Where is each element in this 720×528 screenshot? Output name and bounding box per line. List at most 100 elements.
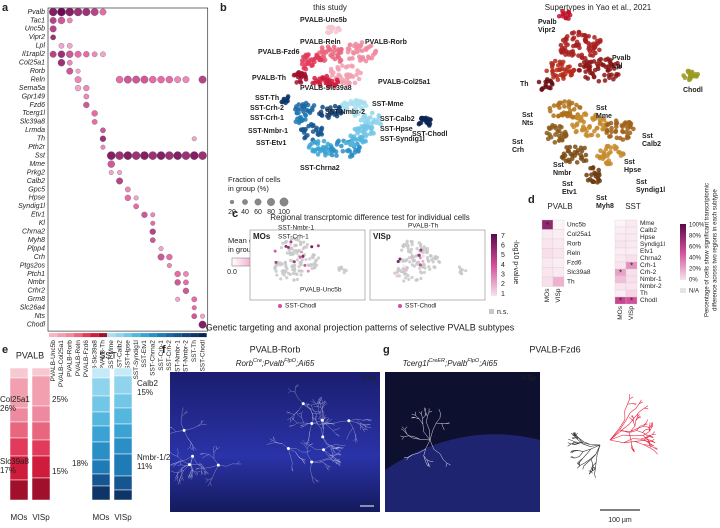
neurite [634,441,644,445]
umap-cell [424,120,430,126]
neurite [180,470,184,477]
supertype-label: Pvalb [538,19,557,26]
neurite [176,472,179,478]
column-label: PVALB-Fzd6 [83,340,90,377]
umap-cell [337,59,343,64]
umap-cell [564,145,569,150]
significance-star: * [630,297,633,306]
umap-cell [613,121,619,127]
umap-cell [366,55,372,61]
neurite [318,408,323,414]
neurite [208,454,215,459]
expression-dot [50,34,56,41]
figure-title: Genetic targeting and axonal projection … [206,322,515,332]
umap-cell [283,270,287,274]
umap-cell [624,129,629,135]
neurite [213,448,217,453]
neurite [623,438,633,444]
neurite [643,444,650,448]
umap-cell [358,118,364,123]
umap-cell [552,58,558,64]
umap-cell [347,154,353,159]
neurite [272,440,277,444]
umap-cell [299,240,303,244]
umap-cell [303,52,309,58]
genotype: RorbCre;PvalbFlpO;Ai65 [236,358,315,368]
neurite [340,420,349,422]
column-label: PVALB-Unc5b [50,340,57,382]
colorbar-tick: 20% [689,267,702,273]
neurite [629,408,637,413]
expression-dot [83,84,90,92]
neurite [321,405,324,413]
neurite [298,414,302,418]
neurite [571,455,575,459]
umap-cell [428,117,433,122]
gene-label: Crhr2 [27,288,45,295]
umap-cell [363,47,369,53]
umap-cell [306,145,312,150]
expression-dot [140,151,149,160]
neurite [197,423,202,427]
gene-label: Lrmda [25,127,45,134]
cluster-label: SST-Calb2 [380,116,415,123]
umap-cell [682,75,688,80]
genotype-part: Rorb [236,359,254,368]
umap-cell [299,243,303,247]
neurite [331,423,336,426]
neurite [321,429,323,437]
neurite [308,431,311,437]
neurite [653,447,658,449]
umap-cell [595,41,601,46]
neurite [333,458,338,462]
umap-cell [315,131,321,137]
genotype-part: ;Pvalb [262,359,285,368]
column-label: PVALB-Reln [75,340,82,376]
row-label: Unc5b [567,221,586,228]
row-label: Syndig1l [640,241,665,248]
umap-cell [598,56,604,62]
significant-cell [418,263,422,267]
umap-cell [346,147,351,153]
genotype-part: ;Ai65 [479,359,498,368]
neurite [425,460,428,466]
umap-cell [587,176,593,182]
region-label: MOs [253,232,271,241]
umap-cell [574,160,580,165]
neurite [326,467,330,470]
neurite [634,440,643,442]
neurite [319,458,326,462]
colorbar-tick: 2 [501,281,505,288]
neurite [325,457,331,460]
supertype-label: Sst [512,139,524,146]
expression-dot [157,75,165,84]
neurite [356,418,361,424]
expression-dot [141,211,148,218]
expression-dot [100,144,106,150]
umap-cell [288,272,292,277]
expression-dot [57,59,66,67]
umap-cell [564,112,570,118]
neurite [319,459,326,463]
neurite [574,456,580,459]
neurite [642,432,647,436]
bar-segment [113,423,133,439]
neurite [644,405,649,409]
neurite [438,409,441,414]
expression-dot [182,287,190,294]
neurite [323,401,327,405]
row-label: Slc39a8 [567,269,591,276]
umap-cell [332,103,338,109]
heat-cell [625,275,638,284]
neurite [582,454,587,459]
umap-cell [606,72,612,78]
neurite [591,453,597,460]
umap-cell [625,133,630,139]
umap-cell [559,131,565,136]
neurite [309,407,316,412]
neurite [421,414,423,419]
neurite [609,434,624,441]
column-label: SST-Hpse [125,340,132,370]
umap-cell [320,104,325,110]
neurite [408,454,413,458]
